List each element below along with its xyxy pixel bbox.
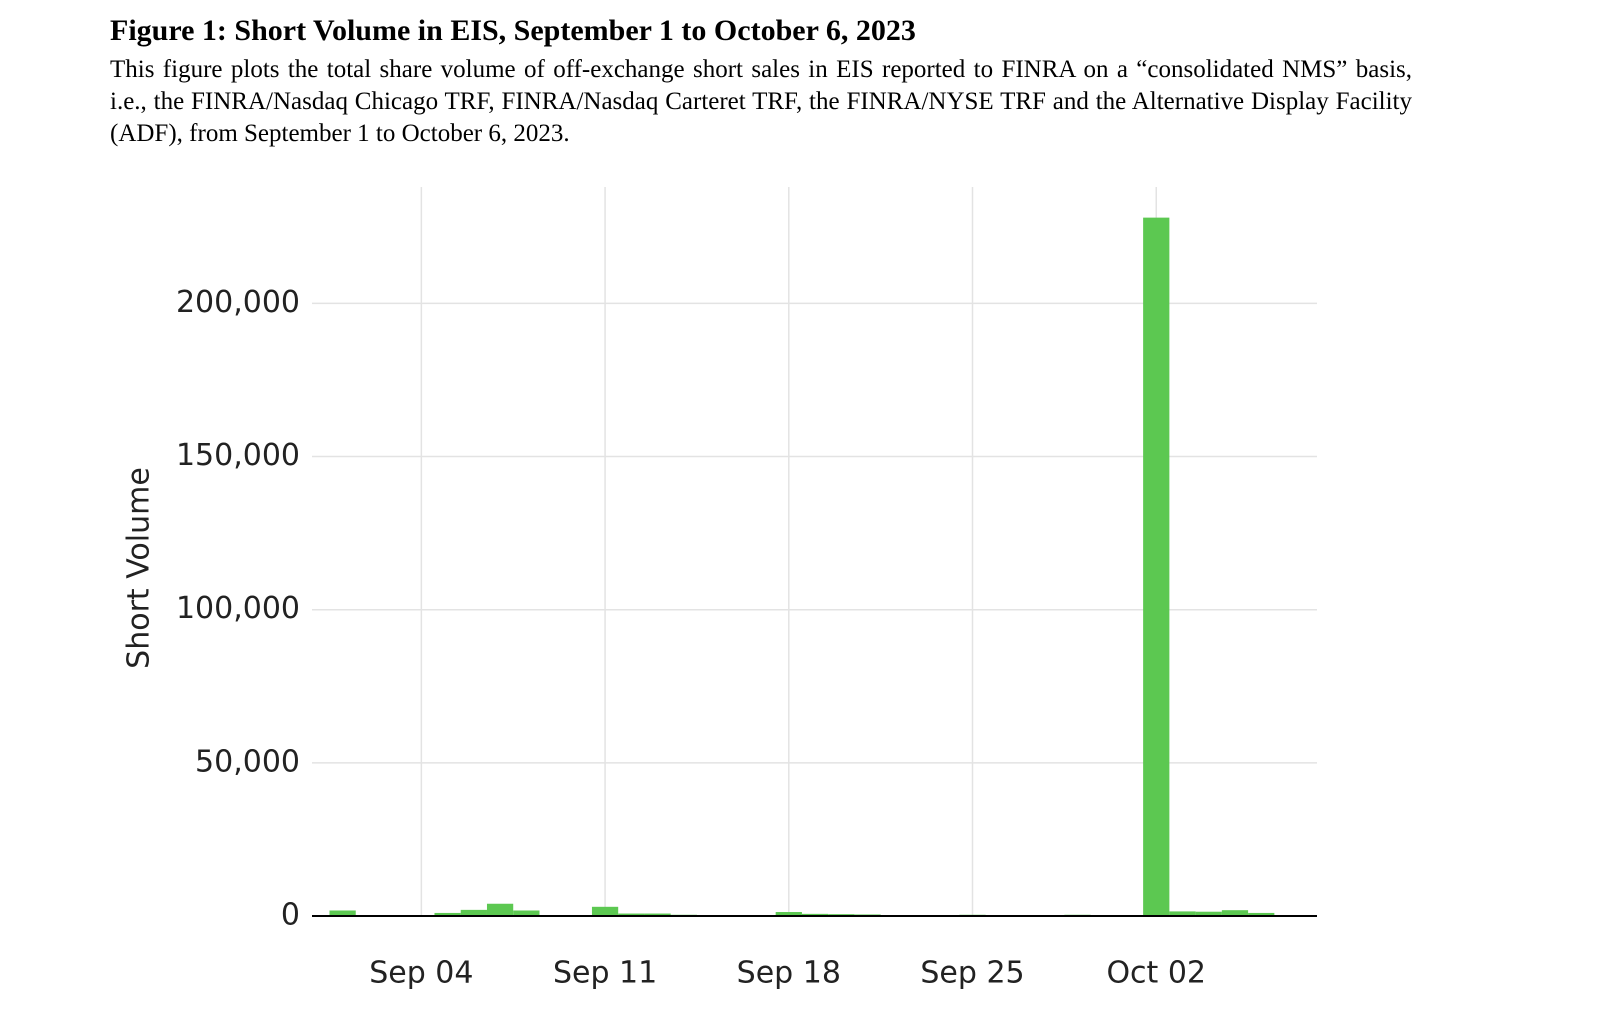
bar xyxy=(1248,912,1275,916)
bar xyxy=(775,912,802,916)
figure-caption: This figure plots the total share volume… xyxy=(110,56,1412,147)
bar xyxy=(801,913,829,916)
bar xyxy=(1169,911,1196,916)
bar xyxy=(618,913,645,916)
x-tick-label: Sep 18 xyxy=(737,956,841,991)
bar xyxy=(1143,217,1170,916)
x-tick-label: Sep 25 xyxy=(920,956,1024,991)
bar xyxy=(1221,910,1249,916)
bar xyxy=(434,912,461,916)
y-tick-label: 100,000 xyxy=(176,591,300,626)
y-tick-label: 0 xyxy=(281,898,300,933)
x-tick-label: Oct 02 xyxy=(1106,956,1206,991)
bar xyxy=(513,910,540,916)
bar xyxy=(644,913,671,916)
bar xyxy=(1195,911,1222,916)
x-tick-label: Sep 04 xyxy=(369,956,473,991)
figure-title: Figure 1: Short Volume in EIS, September… xyxy=(110,14,916,47)
bar xyxy=(591,906,619,916)
y-tick-label: 150,000 xyxy=(176,438,300,473)
y-axis-title: Short Volume xyxy=(122,467,157,669)
y-tick-label: 200,000 xyxy=(176,285,300,320)
bar xyxy=(460,909,487,916)
x-tick-label: Sep 11 xyxy=(553,956,657,991)
bar xyxy=(486,903,514,916)
bar xyxy=(329,910,356,916)
y-tick-label: 50,000 xyxy=(195,744,300,779)
